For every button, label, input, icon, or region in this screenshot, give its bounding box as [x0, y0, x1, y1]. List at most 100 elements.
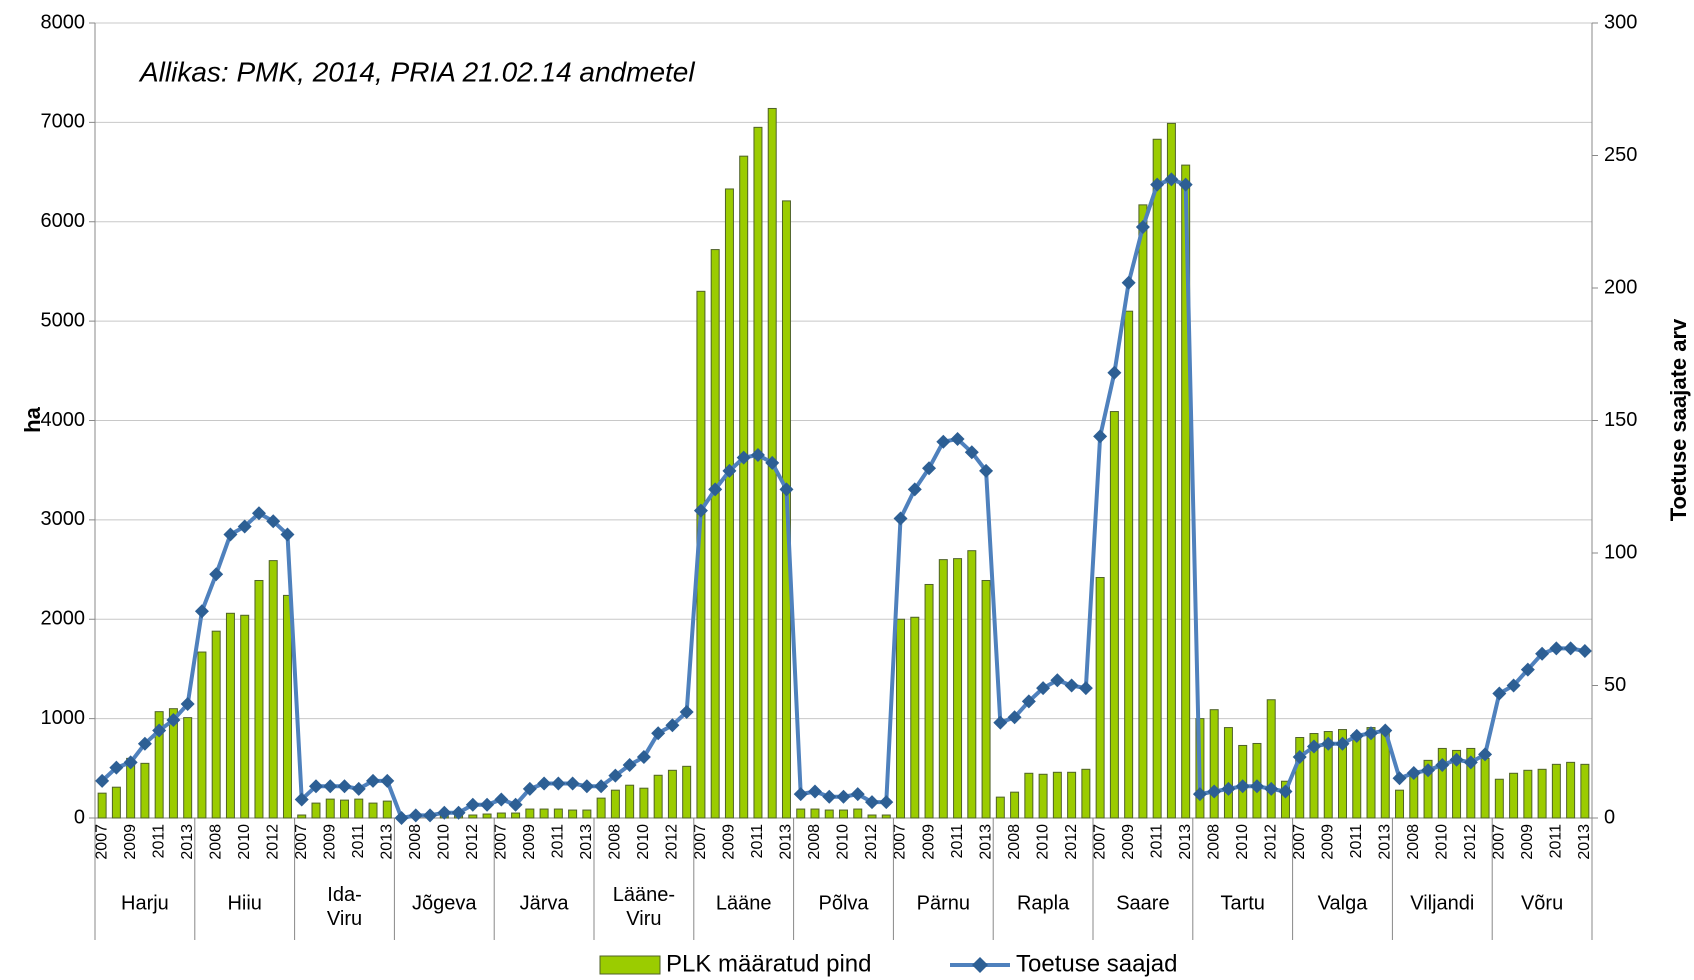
marker [1406, 765, 1421, 780]
marker [1349, 728, 1364, 743]
bar [140, 762, 150, 819]
marker [551, 776, 566, 791]
x-tick-label: 2007 [892, 824, 909, 860]
bar [1295, 737, 1305, 819]
marker [1036, 681, 1051, 696]
bar [596, 797, 606, 819]
marker [907, 482, 922, 497]
marker [180, 697, 195, 712]
x-tick-label: 2013 [977, 824, 994, 860]
marker [351, 781, 366, 796]
bar [282, 594, 292, 819]
x-tick-label: 2009 [920, 824, 937, 860]
marker [451, 805, 466, 820]
marker [1278, 784, 1293, 799]
marker [1335, 736, 1350, 751]
bar [1537, 768, 1547, 819]
group-label: Ida-Viru [327, 884, 362, 930]
group-label-part: Ida- [327, 884, 361, 906]
bar [1437, 747, 1447, 819]
marker [565, 776, 580, 791]
marker [1449, 752, 1464, 767]
y-tick-label: 8000 [41, 11, 86, 33]
bar [1466, 747, 1476, 819]
marker [1007, 710, 1022, 725]
x-tick-label: 2007 [493, 824, 510, 860]
bar [981, 579, 991, 819]
group-label: Valga [1318, 892, 1369, 914]
marker [993, 715, 1008, 730]
bar [1566, 761, 1576, 819]
marker [308, 779, 323, 794]
bar [1352, 733, 1362, 819]
bar [511, 812, 521, 819]
bar [639, 787, 649, 819]
bar [183, 717, 193, 819]
group-label: Rapla [1017, 892, 1070, 914]
group-label: Tartu [1220, 892, 1264, 914]
bar [268, 560, 278, 819]
bar [1209, 709, 1219, 819]
marker [622, 758, 637, 772]
x-tick-label: 2012 [264, 824, 281, 860]
marker [850, 787, 865, 802]
bar [225, 612, 235, 819]
x-tick-label: 2012 [863, 824, 880, 860]
group-label-part: Viru [327, 908, 362, 930]
bar [496, 812, 506, 819]
x-tick-label: 2010 [835, 824, 852, 860]
y2-tick-label: 250 [1604, 144, 1637, 166]
x-tick-label: 2007 [1491, 824, 1508, 860]
bar [1223, 727, 1233, 819]
marker [608, 768, 623, 783]
x-tick-label: 2008 [1006, 824, 1023, 860]
marker [1506, 678, 1521, 693]
marker [1292, 750, 1307, 765]
bar [1338, 729, 1347, 819]
marker [137, 736, 152, 751]
bar [539, 808, 549, 819]
bar [568, 809, 578, 819]
bar [653, 774, 663, 819]
marker [693, 503, 708, 518]
marker [1221, 781, 1236, 796]
marker [1093, 429, 1108, 444]
marker [1235, 779, 1250, 794]
bar [382, 800, 392, 819]
x-tick-label: 2008 [806, 824, 823, 860]
x-tick-label: 2012 [1462, 824, 1479, 860]
bar [240, 614, 250, 819]
bar [1480, 757, 1490, 819]
y-tick-label: 4000 [41, 409, 86, 431]
x-tick-label: 2008 [1205, 824, 1222, 860]
y2-tick-label: 150 [1604, 409, 1637, 431]
x-tick-label: 2007 [293, 824, 310, 860]
bar [297, 814, 307, 819]
x-tick-label: 2008 [207, 824, 224, 860]
bar [1523, 769, 1533, 819]
y-tick-label: 1000 [41, 707, 86, 729]
marker [636, 750, 651, 765]
legend-swatch [599, 955, 661, 975]
y2-tick-label: 100 [1604, 541, 1637, 563]
bar [995, 796, 1005, 819]
bar [525, 808, 535, 819]
x-tick-label: 2011 [550, 824, 567, 859]
marker [1492, 686, 1507, 701]
x-tick-label: 2008 [607, 824, 624, 860]
x-tick-label: 2007 [93, 824, 110, 860]
marker [665, 718, 680, 733]
marker [964, 445, 979, 460]
group-label: Järva [520, 892, 570, 914]
marker [1577, 644, 1592, 659]
marker [408, 808, 423, 823]
marker [793, 787, 808, 802]
marker [423, 808, 438, 823]
bar [111, 786, 121, 819]
bar [910, 616, 920, 819]
x-tick-label: 2013 [778, 824, 795, 860]
marker [123, 755, 138, 770]
marker [979, 463, 994, 478]
marker [1378, 723, 1393, 738]
